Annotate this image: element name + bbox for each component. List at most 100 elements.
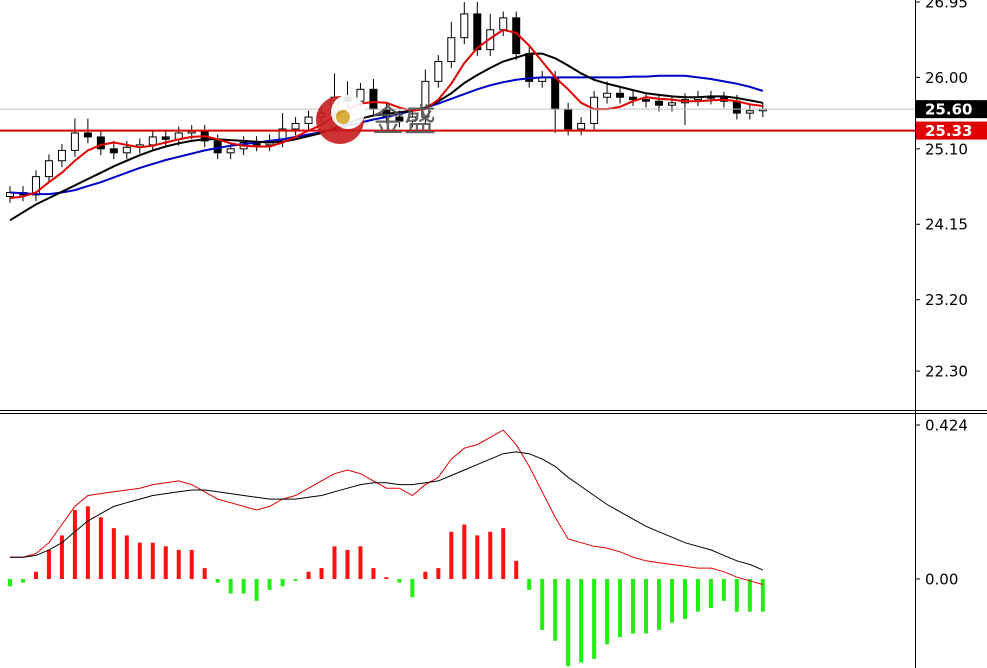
candle-body (551, 76, 560, 110)
moving-average-line (9, 74, 764, 196)
candle-body (395, 116, 404, 122)
candle-body (460, 13, 469, 39)
histogram-bar (176, 549, 181, 580)
y-tick-label: 23.20 (925, 291, 968, 309)
logo (331, 95, 365, 129)
y-tick-label: 0.00 (925, 571, 958, 589)
histogram-bar (734, 579, 739, 612)
histogram-bar (488, 531, 493, 580)
candle-body (642, 99, 651, 102)
candle-body (148, 136, 157, 146)
histogram-bar (384, 577, 389, 580)
moving-average-line (9, 28, 763, 200)
histogram-bar (514, 560, 519, 580)
y-tick-label: 25.10 (925, 140, 968, 158)
histogram-bar (695, 579, 700, 612)
histogram-bar (33, 571, 38, 580)
histogram-bar (124, 535, 129, 580)
histogram-bar (657, 579, 661, 630)
histogram-bar (475, 535, 480, 580)
candle-body (577, 122, 586, 130)
logo (336, 110, 350, 124)
candle-body (161, 136, 170, 140)
candle-body (447, 37, 456, 63)
histogram-bar (527, 579, 532, 590)
candle-body (44, 160, 53, 178)
histogram-bar (150, 542, 155, 580)
y-tick-label: 26.00 (925, 69, 968, 87)
candle-body (226, 148, 235, 154)
candle-body (187, 130, 196, 134)
histogram-bar (436, 568, 441, 580)
histogram-bar (189, 549, 194, 580)
candle-body (732, 100, 741, 114)
candle-body (629, 96, 638, 101)
candle-body (667, 102, 676, 106)
candle-body (655, 100, 663, 106)
candle-body (745, 110, 754, 114)
indicator-line (10, 429, 763, 585)
y-tick-label: 24.15 (925, 216, 968, 234)
histogram-bar (410, 579, 415, 598)
candle-body (421, 80, 430, 118)
histogram-bar (72, 509, 77, 580)
histogram-bar (721, 579, 726, 601)
histogram-bar (46, 549, 51, 580)
histogram-bar (605, 579, 610, 645)
histogram-bar (553, 579, 558, 641)
candle-body (590, 96, 599, 124)
histogram-bar (85, 506, 90, 580)
price-label-box (916, 100, 987, 119)
histogram-bar (540, 579, 545, 630)
candle-body (603, 92, 612, 98)
candle-body (70, 132, 79, 151)
histogram-bar (241, 579, 246, 594)
y-tick-label: 26.95 (925, 0, 968, 11)
candle-body (304, 116, 313, 124)
histogram-bar (592, 579, 597, 659)
histogram-bar (501, 528, 506, 580)
histogram-bar (111, 528, 116, 580)
histogram-bar (449, 531, 454, 580)
histogram-bar (280, 579, 285, 587)
histogram-bar (319, 568, 324, 580)
price-label: 25.33 (925, 122, 972, 140)
histogram-bar (163, 546, 168, 580)
price-label-box (916, 121, 987, 140)
histogram-bar (760, 579, 765, 612)
histogram-bar (682, 579, 687, 619)
histogram-bar (228, 579, 233, 594)
histogram-bar (423, 571, 428, 580)
histogram-bar (8, 579, 12, 587)
candle-body (83, 132, 92, 138)
histogram-bar (59, 535, 64, 580)
histogram-bar (462, 524, 467, 580)
histogram-bar (215, 579, 220, 583)
histogram-bar (644, 579, 649, 634)
watermark: 金盛 (316, 95, 436, 144)
candle-body (564, 108, 573, 130)
histogram-bar (137, 542, 142, 580)
histogram-bar (358, 546, 363, 580)
histogram-bar (371, 568, 376, 580)
price-label: 25.60 (925, 101, 972, 119)
candle-body (57, 149, 66, 162)
histogram-bar (397, 579, 402, 583)
candle-body (616, 92, 625, 98)
candle-body (6, 191, 14, 197)
histogram-bar (254, 579, 259, 601)
histogram-bar (747, 579, 752, 612)
candle-body (109, 148, 118, 154)
candle-body (122, 146, 131, 154)
histogram-bar (618, 579, 623, 638)
histogram-bar (579, 579, 584, 663)
candle-body (434, 61, 443, 82)
histogram-bar (631, 579, 636, 634)
histogram-bar (332, 546, 337, 580)
histogram-bar (293, 579, 298, 581)
histogram-bar (267, 579, 272, 590)
candle-body (499, 17, 508, 31)
indicator-line (10, 451, 763, 571)
